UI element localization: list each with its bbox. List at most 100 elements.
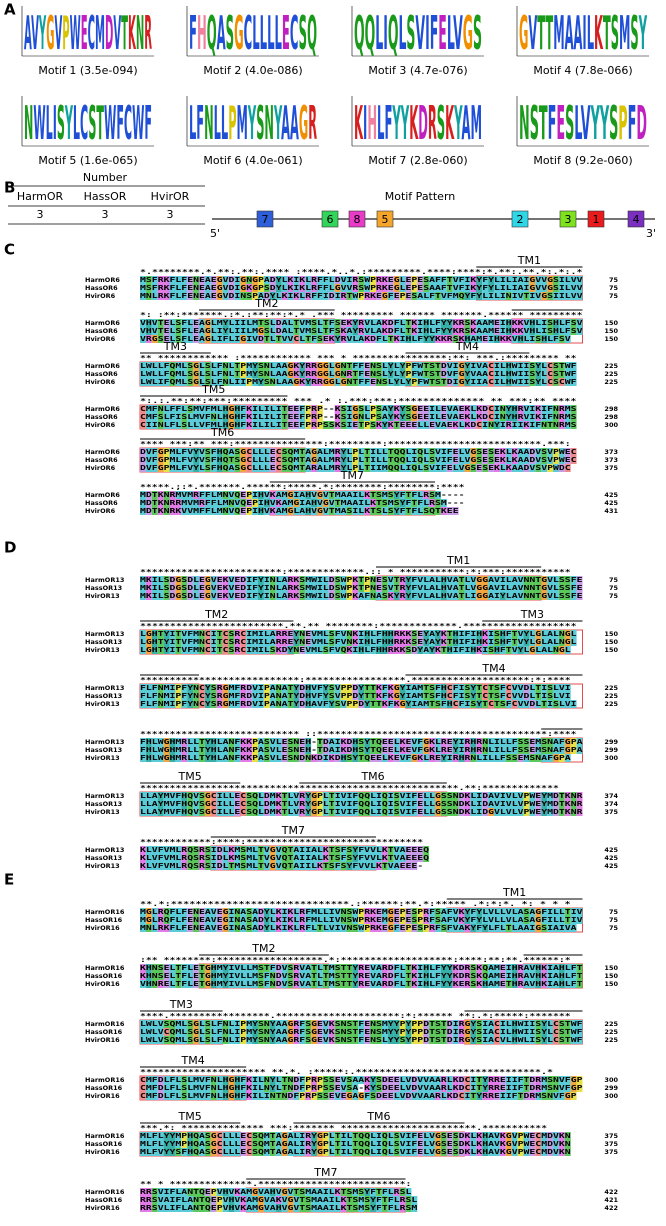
residue-shade: [204, 276, 211, 284]
sequence-name: HarmOR16: [85, 908, 125, 916]
residue-shade: [488, 284, 494, 292]
residue-shade: [275, 1204, 282, 1212]
residue-shade: [387, 584, 394, 592]
residue-shade: [334, 421, 341, 429]
residue-shade: [440, 980, 453, 988]
residue-shade: [163, 592, 170, 600]
residue-shade: [193, 327, 199, 335]
residue-shade: [293, 456, 300, 464]
residue-shade: [293, 378, 300, 386]
position: 75: [609, 284, 619, 292]
residue-shade: [216, 980, 223, 988]
residue-shade: [305, 1140, 312, 1148]
logo-letter: E: [81, 6, 88, 60]
residue-shade: [328, 746, 341, 754]
residue-shade: [564, 792, 571, 800]
residue-shade: [263, 1076, 270, 1084]
residue-shade: [163, 630, 170, 638]
residue-shade: [175, 491, 194, 499]
residue-shade: [535, 335, 542, 343]
residue-shade: [482, 980, 489, 988]
residue-shade: [216, 284, 223, 292]
residue-shade: [541, 1076, 548, 1084]
residue-shade: [311, 1196, 341, 1204]
residue-shade: [429, 464, 447, 472]
residue-shade: [505, 1148, 512, 1156]
residue-shade: [340, 1148, 353, 1156]
residue-shade: [281, 684, 288, 692]
residue-shade: [358, 754, 371, 762]
residue-shade: [275, 700, 282, 708]
residue-shade: [246, 276, 253, 284]
residue-shade: [364, 319, 382, 327]
residue-shade: [263, 1132, 270, 1140]
logo-letter: A: [290, 96, 299, 150]
residue-shade: [222, 448, 229, 456]
residue-shade: [387, 916, 394, 924]
residue-shade: [252, 421, 282, 429]
residue-shade: [499, 1020, 512, 1028]
residue-shade: [458, 584, 465, 592]
sequence: RRSVIFLANTQEPVHVKAMGVAHVGVTSMAAILKTSMSYF…: [140, 1188, 411, 1196]
residue-shade: [311, 292, 329, 300]
residue-shade: [246, 808, 258, 816]
sequence: MDTKNRMVMRFFLMNVQEPIHVKAMGIAHVGVTMAAILKT…: [140, 491, 465, 499]
residue-shade: [558, 576, 571, 584]
residue-shade: [399, 684, 406, 692]
residue-shade: [317, 862, 323, 870]
residue-shade: [187, 738, 199, 746]
residue-shade: [334, 499, 341, 507]
residue-shade: [535, 916, 542, 924]
residue-shade: [423, 924, 430, 932]
residue-shade: [358, 319, 365, 327]
residue-shade: [299, 1092, 306, 1100]
residue-shade: [193, 576, 199, 584]
sequence: LLAYMVFHQVSGCILLECSQLDMKTLVRYGPLTIVIFQQL…: [140, 808, 584, 816]
residue-shade: [352, 908, 359, 916]
residue-shade: [405, 499, 412, 507]
position: 150: [604, 319, 618, 327]
residue-shade: [317, 980, 323, 988]
residue-shade: [523, 1084, 530, 1092]
residue-shade: [151, 916, 158, 924]
residue-shade: [476, 638, 483, 646]
position: 299: [604, 746, 618, 754]
residue-shade: [210, 592, 217, 600]
residue-shade: [499, 319, 506, 327]
residue-shade: [564, 738, 571, 746]
residue-shade: [305, 1148, 312, 1156]
sequence: RRSVLIFLANTQEPVHVKAMGVAHVGVTSMAAILKTSMSY…: [140, 1204, 417, 1212]
residue-shade: [541, 370, 548, 378]
residue-shade: [358, 405, 365, 413]
residue-shade: [311, 1148, 317, 1156]
residue-shade: [370, 576, 376, 584]
residue-shade: [193, 972, 199, 980]
residue-shade: [234, 854, 241, 862]
residue-shade: [145, 576, 152, 584]
residue-shade: [494, 638, 500, 646]
residue-shade: [499, 1084, 506, 1092]
residue-shade: [517, 646, 524, 654]
residue-shade: [488, 405, 494, 413]
logo-letter: W: [70, 6, 81, 60]
residue-shade: [494, 1028, 500, 1036]
residue-shade: [287, 1036, 294, 1044]
residue-shade: [216, 862, 223, 870]
motif-box-label: 2: [517, 213, 524, 226]
residue-shade: [216, 456, 223, 464]
residue-shade: [334, 276, 341, 284]
residue-shade: [311, 700, 329, 708]
table-header: Number: [83, 171, 128, 184]
residue-shade: [564, 646, 571, 654]
residue-shade: [523, 1132, 530, 1140]
residue-shade: [204, 846, 211, 854]
residue-shade: [293, 507, 306, 515]
residue-shade: [564, 1132, 571, 1140]
residue-shade: [157, 1084, 164, 1092]
residue-shade: [470, 1148, 477, 1156]
residue-shade: [193, 916, 199, 924]
residue-shade: [558, 1148, 565, 1156]
residue-shade: [482, 276, 489, 284]
conservation: ** ************ :************ *** * ****…: [140, 354, 577, 362]
residue-shade: [163, 1140, 176, 1148]
